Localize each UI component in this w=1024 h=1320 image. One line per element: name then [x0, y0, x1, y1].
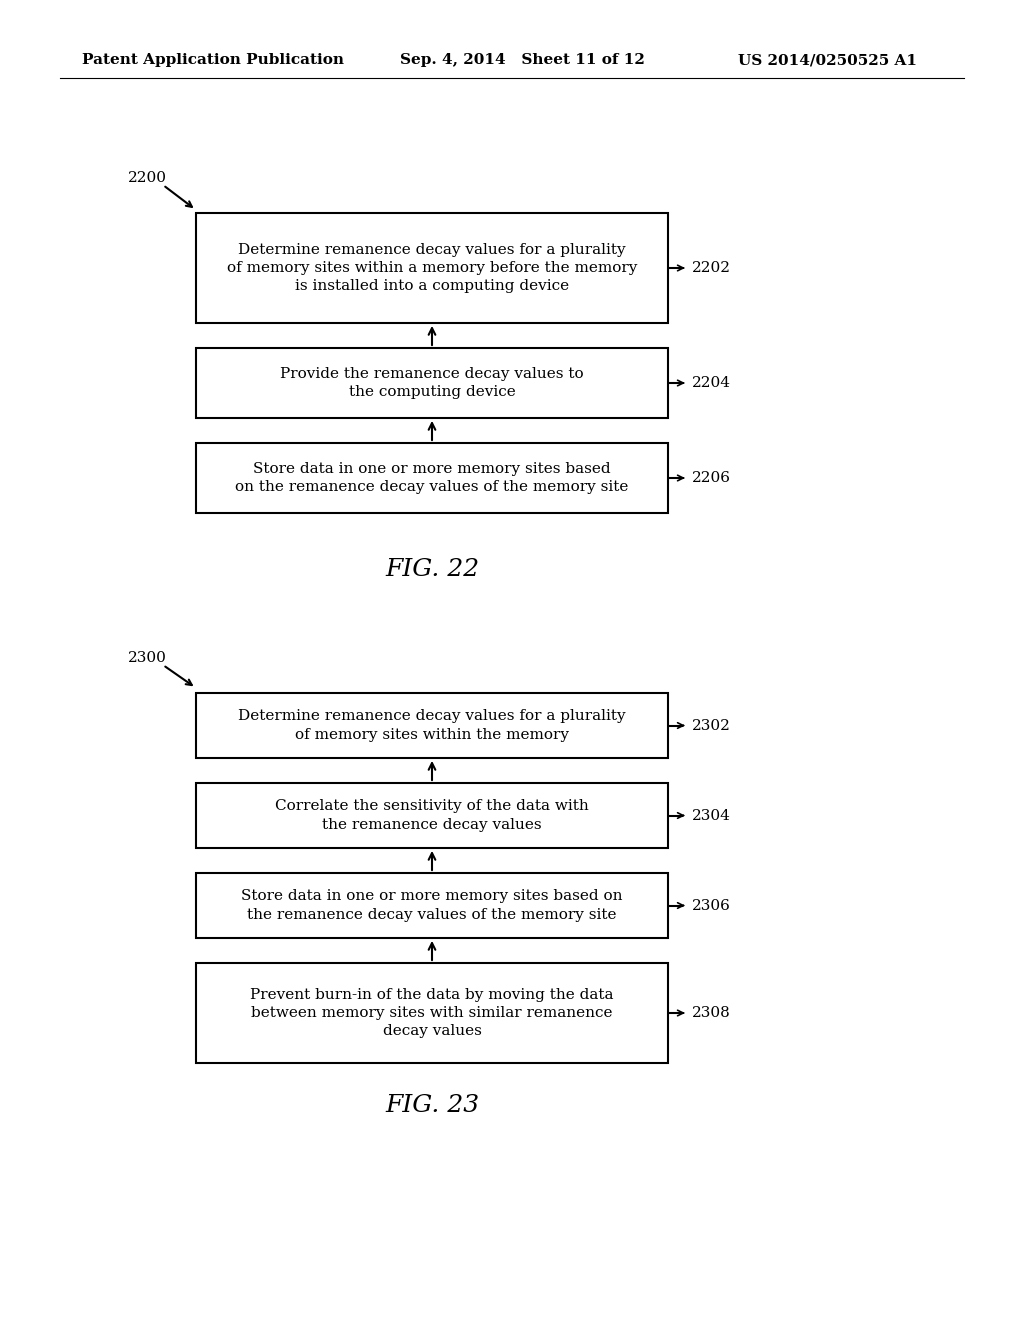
Text: US 2014/0250525 A1: US 2014/0250525 A1 — [738, 53, 918, 67]
Bar — [196, 444, 668, 513]
Text: Determine remanence decay values for a plurality
of memory sites within the memo: Determine remanence decay values for a p… — [239, 709, 626, 742]
Text: 2200: 2200 — [128, 172, 167, 185]
Text: 2306: 2306 — [692, 899, 731, 912]
Text: Patent Application Publication: Patent Application Publication — [82, 53, 344, 67]
Text: Sep. 4, 2014   Sheet 11 of 12: Sep. 4, 2014 Sheet 11 of 12 — [400, 53, 645, 67]
Text: Provide the remanence decay values to
the computing device: Provide the remanence decay values to th… — [281, 367, 584, 399]
Bar — [196, 964, 668, 1063]
Text: Determine remanence decay values for a plurality
of memory sites within a memory: Determine remanence decay values for a p… — [226, 243, 637, 293]
Text: Prevent burn-in of the data by moving the data
between memory sites with similar: Prevent burn-in of the data by moving th… — [250, 987, 613, 1039]
Text: 2300: 2300 — [128, 651, 167, 665]
Text: 2302: 2302 — [692, 718, 731, 733]
Text: 2308: 2308 — [692, 1006, 731, 1020]
Text: FIG. 23: FIG. 23 — [385, 1093, 479, 1117]
Bar — [196, 213, 668, 323]
Text: 2204: 2204 — [692, 376, 731, 389]
Bar — [196, 693, 668, 758]
Text: Store data in one or more memory sites based on
the remanence decay values of th: Store data in one or more memory sites b… — [242, 890, 623, 921]
Text: 2202: 2202 — [692, 261, 731, 275]
Text: 2206: 2206 — [692, 471, 731, 484]
Text: FIG. 22: FIG. 22 — [385, 558, 479, 582]
Text: 2304: 2304 — [692, 808, 731, 822]
Text: Store data in one or more memory sites based
on the remanence decay values of th: Store data in one or more memory sites b… — [236, 462, 629, 494]
Text: Correlate the sensitivity of the data with
the remanence decay values: Correlate the sensitivity of the data wi… — [275, 800, 589, 832]
Bar — [196, 873, 668, 939]
Bar — [196, 348, 668, 418]
Bar — [196, 783, 668, 847]
